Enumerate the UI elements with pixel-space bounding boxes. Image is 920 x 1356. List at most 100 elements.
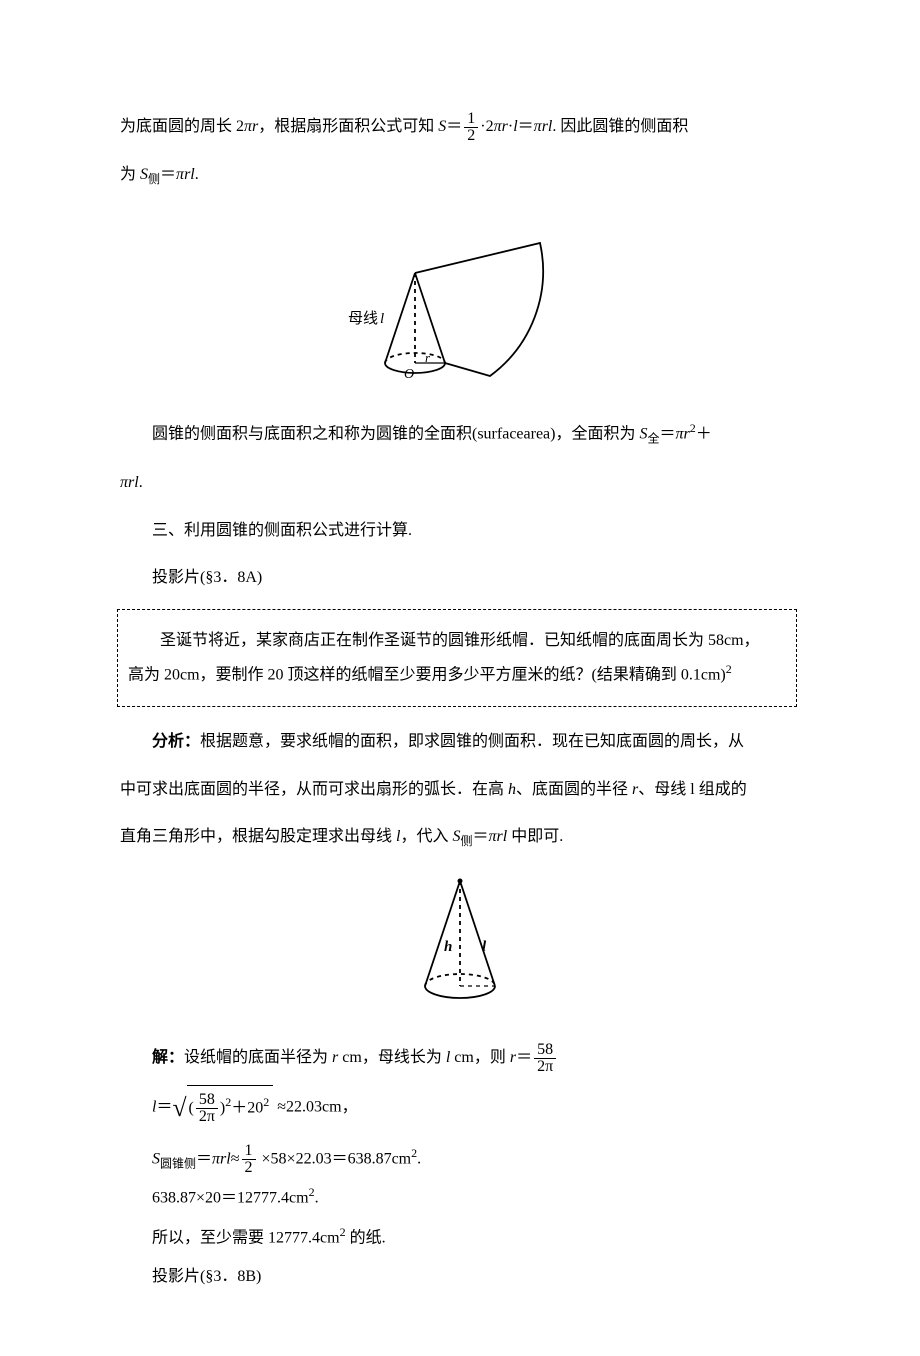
text: . [139,474,143,491]
text: ≈ [231,1150,240,1167]
text: 为 [120,166,140,183]
text: ＝ [446,118,462,135]
sym-S: S [152,1150,160,1167]
fraction-half: 12 [242,1143,256,1176]
box-line-2: 高为 20cm，要制作 20 顶这样的纸帽至少要用多少平方厘米的纸？(结果精确到… [128,657,786,692]
problem-box: 圣诞节将近，某家商店正在制作圣诞节的圆锥形纸帽．已知纸帽的底面周长为 58cm，… [117,609,797,708]
page: 为底面圆的周长 2πr，根据扇形面积公式可知 S＝12·2πr·l＝πrl. 因… [0,0,920,1356]
analysis-label: 分析： [152,733,200,750]
subscript-ce: 侧 [148,172,160,186]
text: ＝ [518,118,534,135]
text: . 因此圆锥的侧面积 [552,118,688,135]
solution-line-2: l＝√(582π)2＋202 ≈22.03cm， [152,1077,800,1138]
solution-line-3: S圆锥侧＝πrl≈12 ×58×22.03＝638.87cm2. [152,1139,800,1179]
text: ，代入 [400,828,452,845]
text: . [315,1190,319,1207]
text: ×58×22.03＝638.87cm [258,1150,412,1167]
sup-2: 2 [726,662,732,676]
text: . [195,166,199,183]
solution-block: 解：设纸帽的底面半径为 r cm，母线长为 l cm，则 r＝582π l＝√(… [152,1039,800,1296]
denominator: 2π [196,1109,218,1125]
text: 638.87×20＝12777.4cm [152,1190,309,1207]
fraction-58-2pi: 582π [196,1092,218,1125]
solution-line-6: 投影片(§3．8B) [152,1258,800,1296]
paragraph-5: 投影片(§3．8A) [120,561,800,595]
sup-2: 2 [263,1095,269,1109]
text: ＝ [196,1150,212,1167]
denominator: 2 [464,128,478,144]
fig1-l: l [380,311,384,327]
text: ，根据扇形面积公式可知 [258,118,438,135]
fig2-l: l [482,939,487,955]
sym-pi: π [120,474,128,491]
sym-h: h [508,781,516,798]
text: 根据题意，要求纸帽的面积，即求圆锥的侧面积．现在已知底面圆的周长，从 [200,733,744,750]
text: ＋ [696,426,712,443]
solution-line-5: 所以，至少需要 12777.4cm2 的纸. [152,1218,800,1258]
sym-pi: π [212,1150,220,1167]
sym-pi: π [489,828,497,845]
numerator: 1 [464,111,478,128]
analysis-para-3: 直角三角形中，根据勾股定理求出母线 l，代入 S侧＝πrl 中即可. [120,820,800,854]
text: ＝ [516,1049,532,1066]
subscript-ce: 侧 [460,835,472,849]
paragraph-3b: πrl. [120,466,800,500]
subscript-cone: 圆锥侧 [160,1156,196,1170]
text: 直角三角形中，根据勾股定理求出母线 [120,828,396,845]
numerator: 58 [534,1042,556,1059]
sym-pi: π [494,118,502,135]
solution-line-1: 解：设纸帽的底面半径为 r cm，母线长为 l cm，则 r＝582π [152,1039,800,1077]
solution-label: 解： [152,1049,184,1066]
box-line-1: 圣诞节将近，某家商店正在制作圣诞节的圆锥形纸帽．已知纸帽的底面周长为 58cm， [128,624,786,658]
sym-pi: π [244,118,252,135]
sym-S: S [140,166,148,183]
fraction-58-2pi: 582π [534,1042,556,1075]
denominator: 2π [534,1059,556,1075]
analysis-para-2: 中可求出底面圆的半径，从而可求出扇形的弧长．在高 h、底面圆的半径 r、母线 l… [120,773,800,807]
cone-hl-svg: h l [400,871,520,1011]
paragraph-1: 为底面圆的周长 2πr，根据扇形面积公式可知 S＝12·2πr·l＝πrl. 因… [120,110,800,144]
fig1-O: O [404,367,414,382]
text: 所以，至少需要 12777.4cm [152,1229,340,1246]
sqrt-expression: √(582π)2＋202 [172,1077,273,1138]
text: ＝ [156,1099,172,1116]
text: ＝ [660,426,676,443]
text: 设纸帽的底面半径为 [184,1049,332,1066]
figure-cone-hl: h l [120,871,800,1019]
analysis-para: 分析：根据题意，要求纸帽的面积，即求圆锥的侧面积．现在已知底面圆的周长，从 [120,725,800,759]
text: ·2 [480,118,493,135]
sym-pi: π [676,426,684,443]
text: 中可求出底面圆的半径，从而可求出扇形的弧长．在高 [120,781,508,798]
text: 、底面圆的半径 [516,781,632,798]
cone-sector-svg: 母线l O r [330,208,590,388]
text: 为底面圆的周长 2 [120,118,244,135]
text: cm，母线长为 [338,1049,446,1066]
generatrix-label: 母线 [348,310,378,327]
text: ＝ [160,166,176,183]
numerator: 1 [242,1143,256,1160]
text: ＝ [473,828,489,845]
fig2-h: h [444,939,452,955]
text: 的纸. [346,1229,386,1246]
text: 、母线 l 组成的 [638,781,746,798]
text: ( [189,1099,194,1116]
paragraph-2: 为 S侧＝πrl. [120,158,800,192]
subscript-quan: 全 [647,432,659,446]
text: 圆锥的侧面积与底面积之和称为圆锥的全面积(surfacearea)，全面积为 [152,426,639,443]
fraction-half: 12 [464,111,478,144]
denominator: 2 [242,1160,256,1176]
text: ≈22.03cm， [273,1099,357,1116]
sym-pi: π [176,166,184,183]
text: 中即可. [507,828,563,845]
text: . [417,1150,421,1167]
sym-pi: π [534,118,542,135]
paragraph-3: 圆锥的侧面积与底面积之和称为圆锥的全面积(surfacearea)，全面积为 S… [120,416,800,452]
paragraph-4: 三、利用圆锥的侧面积公式进行计算. [120,514,800,548]
numerator: 58 [196,1092,218,1109]
text: cm，则 [450,1049,510,1066]
text: 高为 20cm，要制作 20 顶这样的纸帽至少要用多少平方厘米的纸？(结果精确到… [128,667,726,684]
sqrt-body: (582π)2＋202 [187,1085,274,1128]
figure-cone-sector: 母线l O r [120,208,800,396]
sqrt-sign: √ [172,1093,186,1122]
text: ＋20 [231,1099,263,1116]
